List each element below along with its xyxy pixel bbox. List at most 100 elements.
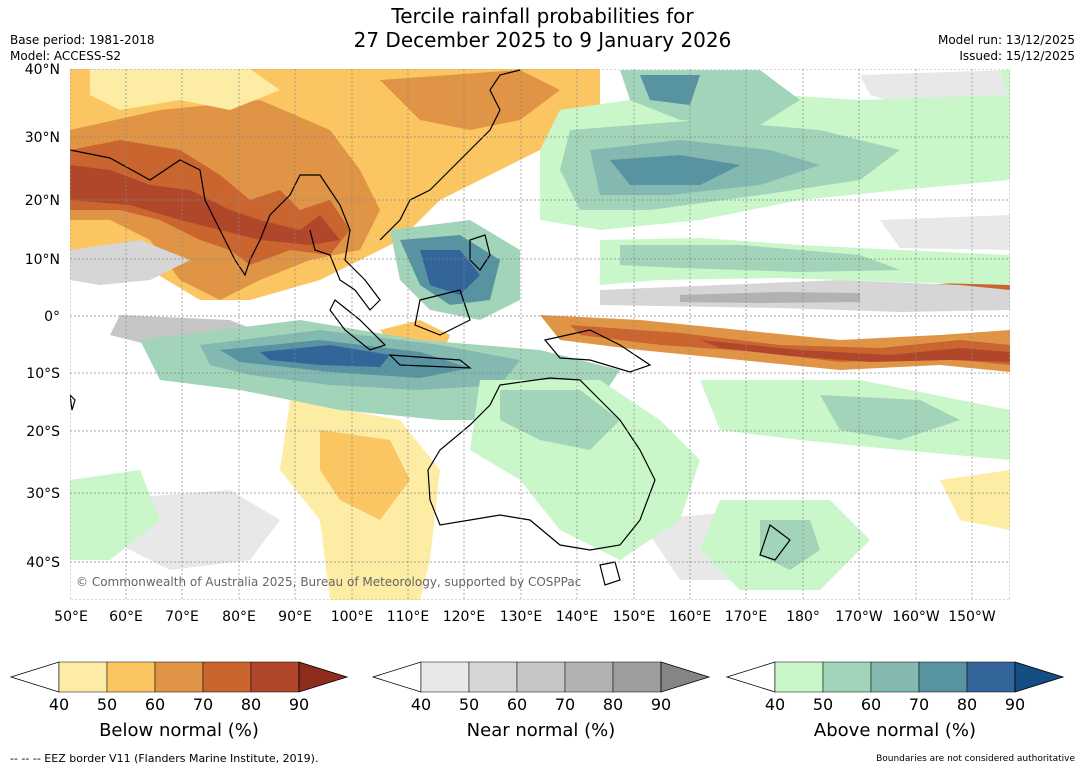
colorbar-low-extension [9,661,60,693]
meta-left: Base period: 1981-2018 Model: ACCESS-S2 [10,32,155,64]
colorbar-tick-label: 70 [909,695,929,714]
colorbar-segment [468,661,518,693]
australia-coastline [427,377,656,551]
colorbar-segment [774,661,824,693]
colorbar-tick-label: 80 [957,695,977,714]
colorbar-above-normal: 40 50 60 70 80 90 Above normal (%) [725,661,1065,741]
colorbar-tick-label: 40 [49,695,69,714]
colorbar-segment [564,661,614,693]
colorbar-title: Above normal (%) [814,720,976,741]
lat-label: 40°S [26,555,60,571]
copyright-notice: © Commonwealth of Australia 2025, Bureau… [76,575,581,589]
lon-label: 80°E [222,609,256,625]
colorbar-tick-label: 40 [411,695,431,714]
lon-label: 150°E [613,609,656,625]
colorbar-tick-label: 60 [861,695,881,714]
lon-label: 60°E [109,609,143,625]
lat-label: 10°S [26,366,60,382]
colorbar-segment [202,661,252,693]
colorbar-segment [420,661,470,693]
issued-date: Issued: 15/12/2025 [959,49,1075,63]
lon-label: 110°E [387,609,430,625]
title-line-1: Tercile rainfall probabilities for [391,4,694,28]
colorbar-tick-label: 60 [507,695,527,714]
tasmania-coastline [599,561,621,586]
model-run: Model run: 13/12/2025 [937,33,1075,47]
colorbar-segment [918,661,968,693]
lon-label: 100°E [331,609,374,625]
lon-label: 180° [786,609,820,625]
colorbar-tick-label: 70 [193,695,213,714]
colorbar-segment [250,661,300,693]
colorbar-below-normal: 40 50 60 70 80 90 Below normal (%) [9,661,349,741]
lat-label: 40°N [25,62,60,78]
colorbar-tick-label: 50 [459,695,479,714]
lat-label: 0° [44,309,60,325]
colorbar-tick-label: 90 [1005,695,1025,714]
colorbar-title: Below normal (%) [99,720,259,741]
lon-label: 150°W [948,609,996,625]
east-asia-coastline [379,69,521,241]
colorbar-segment [58,661,108,693]
base-period: Base period: 1981-2018 [10,33,155,47]
colorbar-segment [822,661,872,693]
probability-field [70,69,1010,600]
meta-right: Model run: 13/12/2025 Issued: 15/12/2025 [938,32,1075,64]
colorbar-high-extension [298,661,349,693]
lon-label: 70°E [165,609,199,625]
colorbar-tick-label: 40 [765,695,785,714]
colorbar-near-normal: 40 50 60 70 80 90 Near normal (%) [371,661,711,741]
colorbar-segment [516,661,566,693]
colorbar-tick-label: 90 [651,695,671,714]
colorbar-tick-label: 80 [603,695,623,714]
lat-label: 20°S [26,424,60,440]
lon-label: 140°E [556,609,599,625]
colorbar-tick-label: 80 [241,695,261,714]
below-normal-areas [70,69,1010,600]
sumatra-coastline [329,299,387,351]
lon-label: 50°E [54,609,88,625]
new-zealand-coastline [759,524,791,561]
lat-label: 30°S [26,486,60,502]
java-coastline [388,354,472,369]
colorbar-segment [870,661,920,693]
lon-label: 120°E [443,609,486,625]
madagascar-coastline [70,394,76,411]
colorbar-segment [612,661,662,693]
model-name: Model: ACCESS-S2 [10,49,122,63]
lon-label: 130°E [500,609,543,625]
eez-border-note: -- -- -- EEZ border V11 (Flanders Marine… [10,752,319,765]
longitude-labels: 50°E 60°E 70°E 80°E 90°E 100°E 110°E 120… [54,609,996,625]
colorbar-segment [106,661,156,693]
latitude-labels: 40°N 30°N 20°N 10°N 0° 10°S 20°S 30°S 40… [25,62,60,571]
colorbar-tick-label: 60 [145,695,165,714]
above-normal-areas [70,70,1010,590]
colorbar-tick-label: 90 [289,695,309,714]
lat-label: 20°N [25,193,60,209]
lon-label: 170°E [725,609,768,625]
colorbar-high-extension [1014,661,1065,693]
new-guinea-coastline [543,329,652,373]
lon-label: 90°E [278,609,312,625]
lat-label: 30°N [25,130,60,146]
lon-label: 170°W [835,609,883,625]
colorbar-high-extension [660,661,711,693]
colorbar-tick-label: 50 [97,695,117,714]
map-title: Tercile rainfall probabilities for 27 De… [0,4,1085,52]
borneo-coastline [414,289,471,336]
colorbar-tick-label: 70 [555,695,575,714]
colorbar-low-extension [725,661,776,693]
philippines-coastline [469,234,491,271]
lat-label: 10°N [25,252,60,268]
colorbar-segment [154,661,204,693]
colorbar-tick-label: 50 [813,695,833,714]
colorbar-segment [966,661,1016,693]
graticule [70,69,1010,600]
colorbar-low-extension [371,661,422,693]
boundaries-disclaimer: Boundaries are not considered authoritat… [876,754,1075,764]
lon-label: 160°E [669,609,712,625]
colorbar-title: Near normal (%) [467,720,616,741]
lon-label: 160°W [892,609,940,625]
title-line-2: 27 December 2025 to 9 January 2026 [353,28,732,52]
